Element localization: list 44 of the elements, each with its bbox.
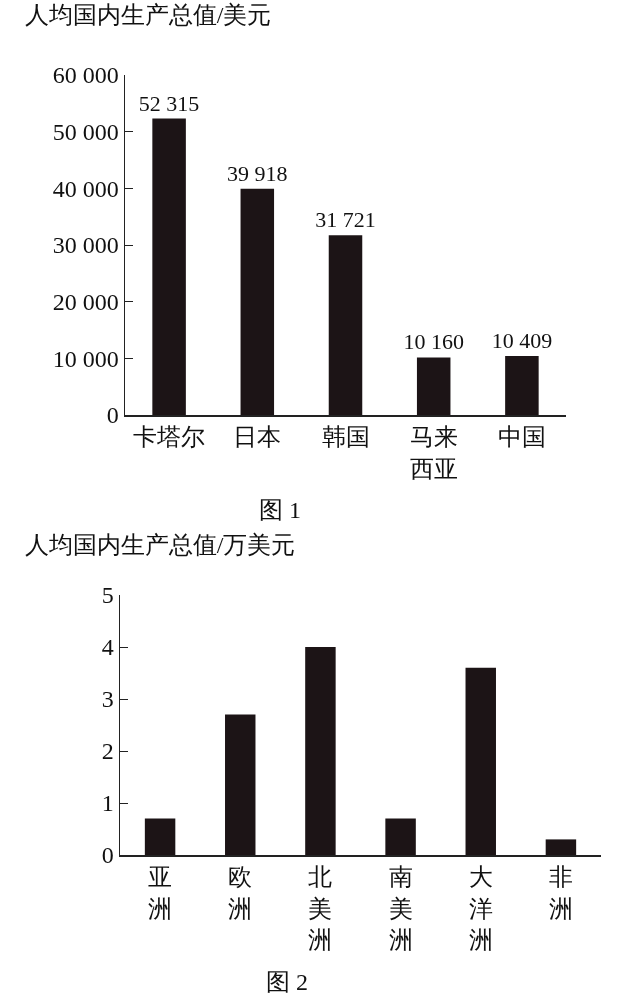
x-tick-label: 韩国 (321, 424, 370, 451)
bar (328, 235, 363, 415)
bar (545, 839, 577, 855)
x-tick-label: 非洲 (548, 864, 573, 922)
y-tick-label: 30 000 (52, 232, 119, 259)
x-tick-label: 北美洲 (308, 864, 333, 953)
y-tick-label: 40 000 (52, 175, 119, 202)
x-tick-label: 南美洲 (388, 864, 413, 953)
y-axis-title: 人均国内生产总值/万美元 (24, 531, 296, 558)
data-label: 10 409 (491, 328, 553, 354)
data-label: 52 315 (138, 90, 200, 116)
bar (305, 647, 336, 855)
bar (385, 818, 416, 855)
x-tick-label: 欧洲 (228, 864, 253, 922)
y-tick-label: 5 (101, 582, 114, 609)
bar (416, 357, 451, 415)
bar (152, 118, 186, 415)
caption: 图 2 (266, 969, 308, 995)
bar (225, 714, 256, 855)
y-tick-label: 4 (101, 634, 114, 661)
y-tick-label: 50 000 (52, 119, 119, 146)
caption: 图 1 (259, 497, 301, 523)
x-tick-label: 大洋洲 (468, 864, 493, 953)
y-tick-label: 2 (101, 738, 114, 765)
bar (144, 818, 176, 855)
y-tick-label: 1 (101, 790, 114, 817)
x-tick-label: 亚洲 (148, 864, 173, 922)
data-label: 10 160 (403, 329, 464, 355)
bar (465, 667, 496, 855)
y-tick-label: 10 000 (52, 345, 119, 372)
y-tick-label: 20 000 (52, 289, 119, 316)
x-tick-label: 日本 (233, 424, 282, 451)
x-tick-label: 卡塔尔 (133, 424, 206, 451)
data-label: 31 721 (315, 207, 376, 233)
bar (240, 188, 275, 415)
y-tick-label: 0 (101, 842, 114, 869)
data-label: 39 918 (227, 160, 288, 186)
y-tick-label: 0 (106, 402, 119, 429)
x-tick-label: 马来西亚 (409, 424, 458, 482)
y-tick-label: 3 (101, 686, 114, 713)
y-axis-title: 人均国内生产总值/美元 (24, 1, 272, 28)
y-tick-label: 60 000 (52, 62, 119, 89)
x-tick-label: 中国 (497, 424, 546, 451)
bar (505, 356, 539, 415)
